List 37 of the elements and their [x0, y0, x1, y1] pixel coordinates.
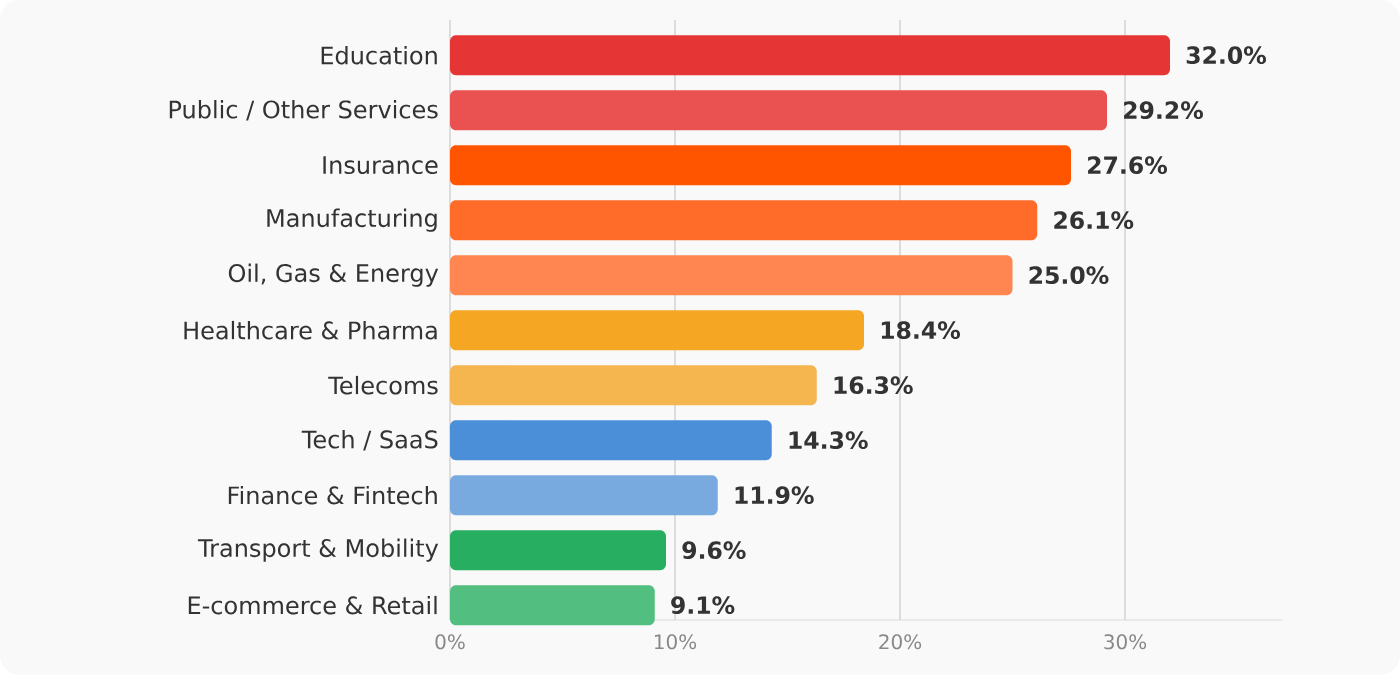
y-tick-label: Manufacturing — [267, 208, 437, 232]
bar — [450, 35, 1171, 76]
y-tick-label: Education — [321, 45, 437, 65]
y-tick-label: Healthcare & Pharma — [184, 320, 437, 340]
y-tick-label: Public / Other Services — [169, 99, 438, 121]
data-label: 27.6% — [1088, 156, 1167, 175]
y-tick-label: Telecoms — [328, 375, 438, 395]
x-tick-label: 10% — [654, 634, 697, 650]
x-tick-label: 30% — [1104, 634, 1147, 650]
bar — [450, 200, 1038, 241]
data-label: 29.2% — [1124, 101, 1203, 120]
data-label: 16.3% — [834, 376, 913, 395]
data-label: 32.0% — [1186, 46, 1266, 65]
y-tick-label: Insurance — [323, 156, 438, 175]
data-label: 26.1% — [1054, 211, 1134, 230]
bar — [450, 90, 1108, 131]
bar — [450, 420, 772, 461]
data-label: 11.9% — [735, 486, 814, 505]
bar — [450, 145, 1072, 186]
y-tick-label: Oil, Gas & Energy — [228, 263, 439, 287]
y-tick-label: Transport & Mobility — [197, 538, 439, 562]
data-label: 18.4% — [881, 321, 960, 340]
x-tick-label: 0% — [435, 634, 465, 650]
data-label: 9.1% — [671, 596, 735, 615]
y-tick-label: Tech / SaaS — [301, 429, 438, 451]
y-tick-label: Finance & Fintech — [228, 485, 437, 505]
data-label: 14.3% — [789, 431, 868, 450]
bar — [450, 530, 666, 571]
bar — [450, 365, 817, 406]
bar — [450, 310, 865, 351]
bar — [450, 475, 718, 516]
y-tick-label: E-commerce & Retail — [188, 595, 437, 615]
bar — [450, 255, 1013, 296]
bar — [450, 585, 655, 626]
data-label: 25.0% — [1029, 266, 1109, 285]
data-label: 9.6% — [682, 541, 746, 560]
x-tick-label: 20% — [879, 634, 922, 650]
